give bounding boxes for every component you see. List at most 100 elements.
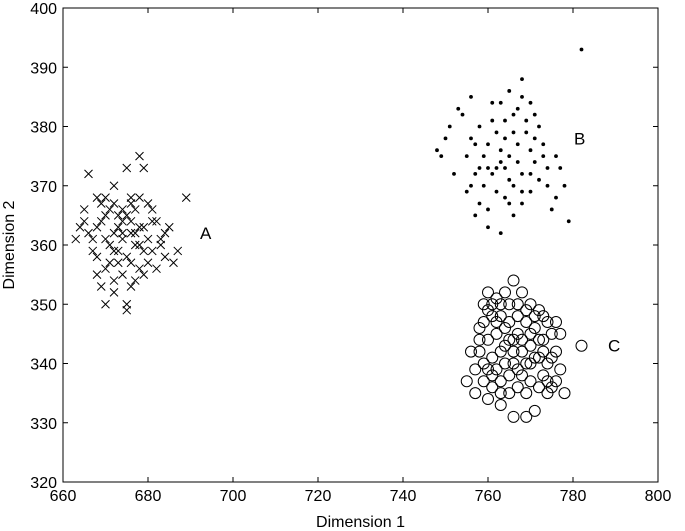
point-dot — [494, 166, 499, 170]
point-x — [139, 222, 149, 232]
point-circle — [477, 316, 490, 329]
point-x — [118, 270, 127, 279]
point-x — [143, 199, 153, 208]
point-x — [147, 205, 157, 214]
point-x — [109, 199, 119, 208]
point-x — [135, 222, 144, 232]
point-x — [122, 305, 132, 315]
point-x — [101, 299, 110, 309]
point-circle — [528, 310, 541, 323]
point-dot — [579, 47, 584, 52]
point-circle — [486, 381, 499, 394]
point-x — [135, 193, 144, 202]
point-circle — [507, 274, 520, 287]
point-dot — [515, 106, 520, 111]
point-dot — [447, 124, 452, 129]
point-circle — [490, 327, 503, 340]
point-dot — [545, 166, 550, 170]
point-circle — [465, 345, 477, 358]
point-x — [71, 234, 81, 244]
point-circle — [528, 351, 541, 364]
point-dot — [486, 166, 490, 170]
point-x — [113, 211, 123, 220]
point-circle — [545, 327, 558, 340]
point-x — [92, 222, 102, 232]
point-circle — [482, 333, 494, 346]
point-dot — [532, 136, 537, 141]
point-dot — [541, 154, 546, 159]
y-tick-label: 380 — [30, 120, 57, 137]
point-circle — [575, 339, 588, 352]
point-dot — [490, 100, 495, 105]
point-dot — [558, 166, 563, 170]
point-dot — [494, 130, 499, 135]
point-x — [118, 205, 127, 214]
point-x — [130, 205, 140, 214]
point-dot — [520, 189, 524, 194]
point-circle — [507, 333, 520, 346]
point-x — [101, 211, 110, 220]
point-x — [139, 270, 149, 279]
point-circle — [541, 375, 554, 388]
point-dot — [524, 130, 529, 135]
y-tick-label: 340 — [30, 357, 57, 374]
plot-frame — [62, 7, 659, 483]
point-circle — [486, 298, 499, 311]
point-dot — [524, 118, 529, 123]
point-dot — [435, 148, 439, 153]
point-circle — [469, 387, 482, 400]
point-x — [126, 258, 136, 268]
point-dot — [469, 136, 473, 141]
point-dot — [528, 172, 533, 176]
point-dot — [507, 89, 512, 93]
point-x — [109, 228, 119, 238]
point-circle — [541, 357, 554, 370]
point-circle — [486, 369, 499, 382]
y-axis-title: Dimension 2 — [1, 200, 18, 289]
point-dot — [507, 177, 512, 182]
point-x — [109, 181, 119, 191]
point-circle — [554, 327, 567, 340]
point-x — [88, 234, 98, 244]
point-circle — [545, 351, 558, 364]
point-circle — [473, 321, 486, 334]
point-circle — [511, 298, 524, 311]
point-circle — [541, 387, 554, 400]
point-dot — [511, 183, 516, 188]
point-dot — [503, 136, 507, 141]
x-tick-label: 740 — [390, 488, 417, 505]
point-x — [143, 234, 153, 244]
point-x — [84, 228, 93, 238]
point-circle — [524, 339, 537, 352]
point-x — [160, 252, 170, 262]
point-circle — [533, 351, 545, 364]
point-dot — [537, 177, 541, 182]
point-x — [122, 163, 132, 173]
point-dot — [562, 183, 567, 188]
x-tick-label: 780 — [560, 488, 587, 505]
point-dot — [520, 94, 524, 99]
point-dot — [554, 195, 558, 200]
point-circle — [490, 363, 503, 376]
point-dot — [511, 130, 516, 135]
point-circle — [494, 375, 507, 388]
point-x — [101, 193, 110, 202]
point-x — [118, 216, 127, 226]
point-circle — [477, 375, 490, 388]
x-tick-label: 720 — [305, 488, 332, 505]
point-x — [96, 282, 106, 291]
point-circle — [528, 404, 541, 417]
point-circle — [499, 357, 511, 370]
point-circle — [516, 286, 528, 299]
y-tick-label: 400 — [30, 1, 57, 18]
point-circle — [537, 369, 550, 382]
point-x — [105, 240, 115, 250]
point-circle — [516, 333, 528, 346]
point-x — [181, 193, 191, 202]
point-dot — [464, 189, 469, 194]
point-x — [92, 252, 102, 262]
point-circle — [507, 345, 520, 358]
point-x — [126, 228, 136, 238]
point-dot — [528, 148, 533, 153]
point-x — [75, 222, 85, 232]
